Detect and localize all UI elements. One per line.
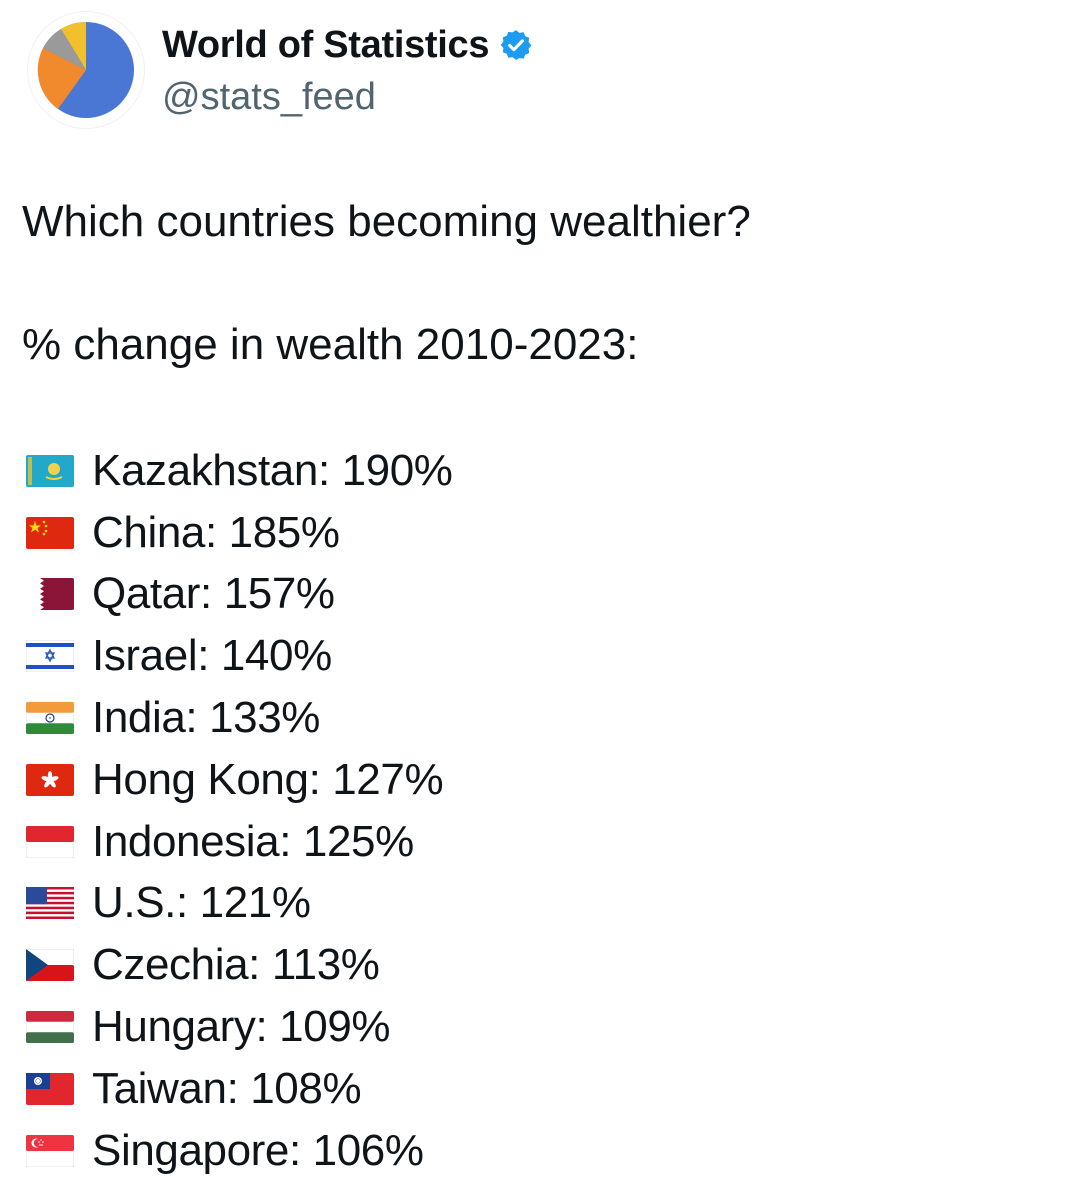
country-value: 157% — [223, 569, 335, 619]
country-value: 140% — [220, 631, 332, 681]
list-item: India: 133% — [26, 687, 453, 749]
list-item: Hong Kong: 127% — [26, 749, 453, 811]
country-name: Hungary — [92, 1002, 256, 1052]
display-name[interactable]: World of Statistics — [162, 23, 490, 66]
qatar-flag-icon — [26, 578, 74, 611]
kazakhstan-flag-icon — [26, 454, 74, 487]
country-value: 133% — [209, 693, 321, 743]
country-name: Kazakhstan — [92, 445, 318, 495]
list-item: Kazakhstan: 190% — [26, 440, 453, 502]
taiwan-flag-icon — [26, 1072, 74, 1105]
tweet-header: World of Statistics @stats_feed — [28, 12, 1028, 132]
hungary-flag-icon — [26, 1011, 74, 1044]
list-item: Taiwan: 108% — [26, 1058, 453, 1120]
list-item: Israel: 140% — [26, 625, 453, 687]
verified-badge-icon — [499, 28, 533, 62]
country-name: Czechia — [92, 940, 249, 990]
country-value: 108% — [250, 1063, 362, 1113]
country-value: 109% — [279, 1002, 391, 1052]
avatar[interactable] — [28, 12, 144, 128]
list-item: Qatar: 157% — [26, 564, 453, 626]
china-flag-icon — [26, 516, 74, 549]
hong-kong-flag-icon — [26, 763, 74, 796]
country-value: 190% — [341, 445, 453, 495]
country-name: Indonesia — [92, 816, 280, 866]
author-names: World of Statistics @stats_feed — [162, 22, 533, 119]
country-name: Hong Kong — [92, 754, 309, 804]
list-item: Hungary: 109% — [26, 996, 453, 1058]
list-item: China: 185% — [26, 502, 453, 564]
country-name: India — [92, 693, 186, 743]
tweet-question: Which countries becoming wealthier? — [22, 197, 751, 246]
list-item: U.S.: 121% — [26, 873, 453, 935]
country-name: Singapore — [92, 1125, 289, 1175]
list-item: Czechia: 113% — [26, 934, 453, 996]
country-value: 113% — [271, 940, 380, 990]
israel-flag-icon — [26, 640, 74, 673]
country-name: Taiwan — [92, 1063, 227, 1113]
handle[interactable]: @stats_feed — [162, 76, 376, 118]
country-value: 127% — [332, 754, 444, 804]
list-item: Indonesia: 125% — [26, 811, 453, 873]
country-value: 106% — [312, 1125, 424, 1175]
india-flag-icon — [26, 702, 74, 735]
country-value: 121% — [199, 878, 311, 928]
country-name: Israel — [92, 631, 198, 681]
wealth-list: Kazakhstan: 190% China: 185% Qatar: 157%… — [26, 440, 453, 1182]
country-value: 185% — [228, 507, 340, 557]
tweet-subtitle: % change in wealth 2010-2023: — [22, 320, 639, 369]
pie-chart-avatar-icon — [37, 21, 134, 118]
country-name: Qatar — [92, 569, 201, 619]
country-name: U.S. — [92, 878, 176, 928]
singapore-flag-icon — [26, 1134, 74, 1167]
list-item: Singapore: 106% — [26, 1120, 453, 1182]
us-flag-icon — [26, 887, 74, 920]
country-name: China — [92, 507, 205, 557]
czechia-flag-icon — [26, 949, 74, 982]
indonesia-flag-icon — [26, 825, 74, 858]
country-value: 125% — [302, 816, 414, 866]
